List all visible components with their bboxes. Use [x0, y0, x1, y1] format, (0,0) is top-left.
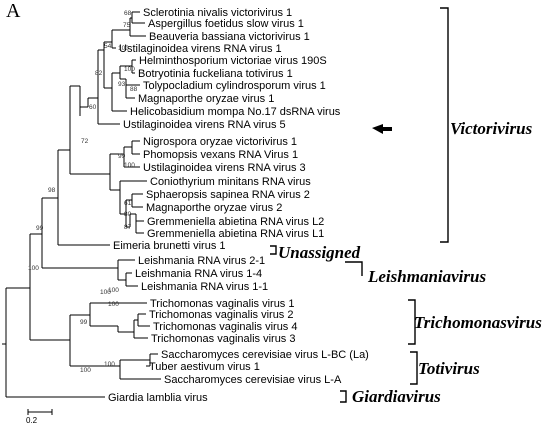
leaf-label: Trichomonas vaginalis virus 2 — [149, 309, 293, 321]
leaf-label: Giardia lamblia virus — [108, 392, 208, 404]
leaf-label: Leishmania RNA virus 2-1 — [138, 255, 265, 267]
bootstrap-value: 100 — [124, 66, 135, 73]
bootstrap-value: 100 — [80, 367, 91, 374]
leaf-label: Saccharomyces cerevisiae virus L-BC (La) — [161, 349, 369, 361]
scale-bar-label: 0.2 — [26, 416, 38, 425]
leaf-label: Aspergillus foetidus slow virus 1 — [148, 18, 304, 30]
leaf-label: Leishmania RNA virus 1-1 — [141, 281, 268, 293]
leaf-label: Ustilaginoidea virens RNA virus 3 — [143, 162, 306, 174]
leaf-label: Phomopsis vexans RNA Virus 1 — [143, 149, 298, 161]
leaf-label: Sphaeropsis sapinea RNA virus 2 — [146, 189, 310, 201]
leaf-label: Saccharomyces cerevisiae virus L-A — [164, 374, 342, 386]
leaf-label: Magnaporthe oryzae virus 2 — [146, 202, 282, 214]
leaf-label: Leishmania RNA virus 1-4 — [135, 268, 262, 280]
bootstrap-value: 61 — [124, 200, 132, 207]
genus-label: Leishmaniavirus — [367, 267, 486, 286]
leaf-label: Gremmeniella abietina RNA virus L1 — [147, 228, 324, 240]
bootstrap-value: 72 — [81, 138, 89, 145]
leaf-label: Trichomonas vaginalis virus 3 — [151, 333, 295, 345]
genus-label: Trichomonasvirus — [414, 313, 542, 332]
bootstrap-value: 99 — [36, 225, 44, 232]
genus-bracket — [345, 261, 363, 276]
leaf-label: Tolypocladium cylindrosporum virus 1 — [143, 80, 326, 92]
bootstrap-value: 100 — [108, 287, 119, 294]
leaf-label: Tuber aestivum virus 1 — [149, 361, 260, 373]
genus-bracket — [408, 299, 416, 345]
bootstrap-value: 100 — [108, 301, 119, 308]
bootstrap-value: 100 — [28, 265, 39, 272]
genus-bracket — [340, 390, 347, 403]
bootstrap-value: 54 — [104, 43, 112, 50]
genus-bracket — [410, 351, 418, 385]
genus-label: Unassigned — [278, 243, 361, 262]
bootstrap-value: 100 — [124, 162, 135, 169]
panel-label: A — [6, 0, 21, 22]
bootstrap-value: 100 — [118, 45, 129, 52]
bootstrap-value: 100 — [104, 361, 115, 368]
leaf-label: Helicobasidium mompa No.17 dsRNA virus — [130, 106, 341, 118]
leaf-label: Magnaporthe oryzae virus 1 — [138, 93, 274, 105]
leaf-label: Ustilaginoidea virens RNA virus 1 — [119, 43, 282, 55]
bootstrap-value: 75 — [123, 22, 131, 29]
bootstrap-value: 98 — [48, 187, 56, 194]
leaf-label: Ustilaginoidea virens RNA virus 5 — [123, 119, 286, 131]
bootstrap-value: 68 — [124, 10, 132, 17]
leaf-label: Botryotinia fuckeliana totivirus 1 — [138, 68, 293, 80]
genus-bracket — [270, 245, 277, 255]
leaf-label: Trichomonas vaginalis virus 1 — [150, 298, 294, 310]
bootstrap-value: 87 — [124, 224, 132, 231]
leaf-label: Helminthosporium victoriae virus 190S — [139, 55, 327, 67]
leaf-label: Coniothyrium minitans RNA virus — [150, 176, 311, 188]
arrow-icon — [372, 124, 392, 134]
leaf-label: Sclerotinia nivalis victorivirus 1 — [143, 7, 292, 19]
bootstrap-value: 80 — [124, 211, 132, 218]
leaf-label: Gremmeniella abietina RNA virus L2 — [147, 216, 324, 228]
genus-label: Totivirus — [418, 359, 480, 378]
genus-label: Victorivirus — [450, 119, 533, 138]
bootstrap-value: 93 — [118, 81, 126, 88]
bootstrap-value: 99 — [118, 153, 126, 160]
bootstrap-value: 99 — [80, 319, 88, 326]
leaf-label: Trichomonas vaginalis virus 4 — [153, 321, 297, 333]
bootstrap-value: 82 — [95, 70, 103, 77]
bootstrap-value: 60 — [89, 104, 97, 111]
leaf-label: Beauveria bassiana victorivirus 1 — [149, 31, 310, 43]
bootstrap-value: 100 — [100, 289, 111, 296]
leaf-label: Nigrospora oryzae victorivirus 1 — [143, 136, 297, 148]
bootstrap-value: 88 — [130, 86, 138, 93]
genus-label: Giardiavirus — [352, 387, 441, 406]
leaf-label: Eimeria brunetti virus 1 — [113, 240, 226, 252]
genus-bracket — [440, 7, 449, 243]
